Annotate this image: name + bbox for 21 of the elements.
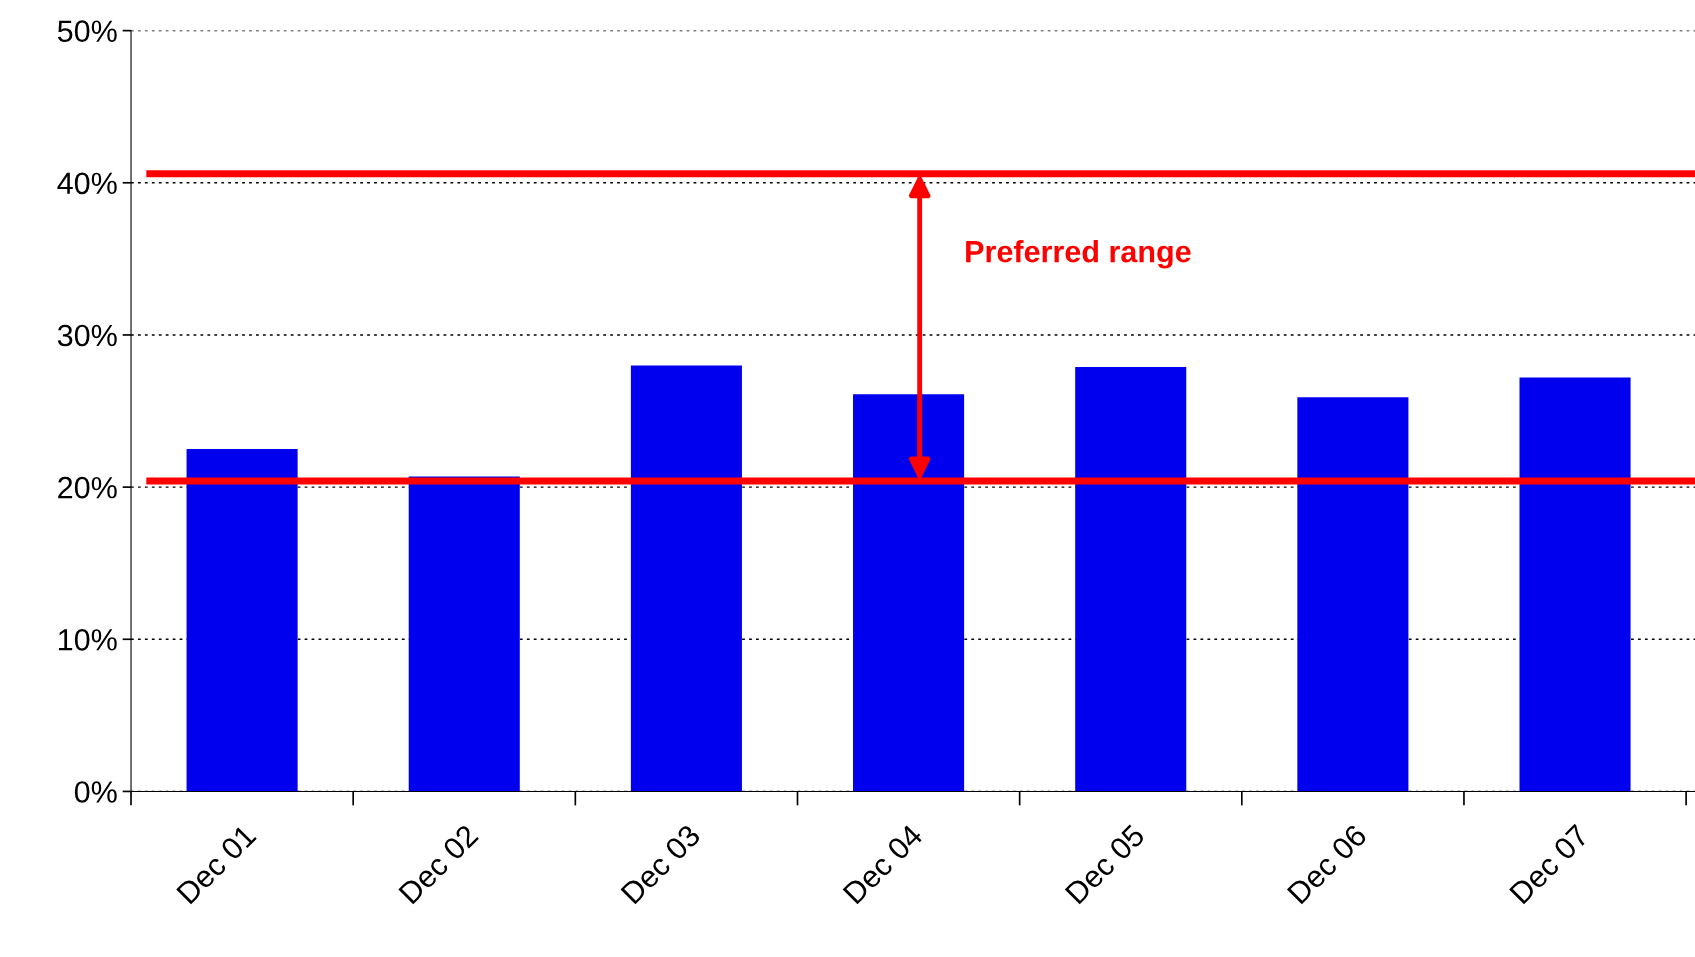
bar [1519, 377, 1631, 792]
x-tick-label: Dec 03 [620, 823, 702, 905]
annotation: Preferred range [966, 240, 1191, 269]
x-tick-label: Dec 02 [398, 823, 480, 905]
bar [408, 476, 520, 792]
y-tick-label: 40% [57, 172, 117, 195]
y-tick-label: 0% [74, 781, 117, 803]
bar [1297, 397, 1409, 792]
y-tick-label: 50% [57, 20, 117, 42]
x-tick-label: Dec 07 [1508, 823, 1590, 905]
y-tick-label: 20% [58, 476, 117, 499]
bar [853, 394, 965, 792]
bar [1075, 366, 1187, 792]
x-tick-label: Dec 01 [175, 823, 257, 905]
y-tick-label: 10% [59, 629, 117, 651]
bar [186, 449, 298, 792]
bar [630, 365, 742, 792]
y-tick-label: 30% [57, 324, 117, 347]
x-tick-label: Dec 04 [842, 823, 924, 905]
x-tick-label: Dec 05 [1064, 823, 1146, 905]
x-tick-label: Dec 06 [1286, 823, 1368, 905]
